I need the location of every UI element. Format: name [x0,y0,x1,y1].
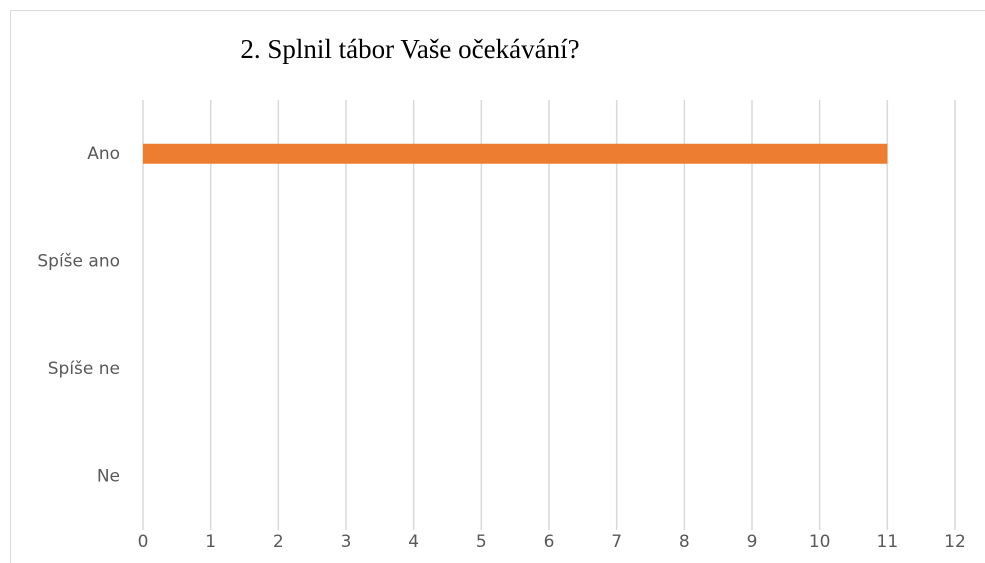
x-tick-label: 3 [341,532,352,552]
y-tick-label: Ne [97,466,120,486]
bar [143,143,888,164]
x-tick-label: 9 [747,532,758,552]
x-tick-label: 0 [138,532,149,552]
x-tick-label: 7 [611,532,622,552]
chart-title: 2. Splnil tábor Vaše očekávání? [240,34,579,64]
x-tick-label: 1 [205,532,216,552]
x-tick-label: 2 [273,532,284,552]
x-tick-label: 4 [408,532,419,552]
x-tick-label: 5 [476,532,487,552]
x-tick-label: 8 [679,532,690,552]
y-tick-label: Spíše ano [37,251,120,271]
y-tick-label: Ano [87,144,120,164]
y-tick-label: Spíše ne [48,359,120,379]
x-tick-label: 12 [944,532,966,552]
x-tick-label: 10 [809,532,831,552]
chart-frame [10,10,985,563]
x-tick-label: 6 [544,532,555,552]
x-tick-label: 11 [877,532,899,552]
